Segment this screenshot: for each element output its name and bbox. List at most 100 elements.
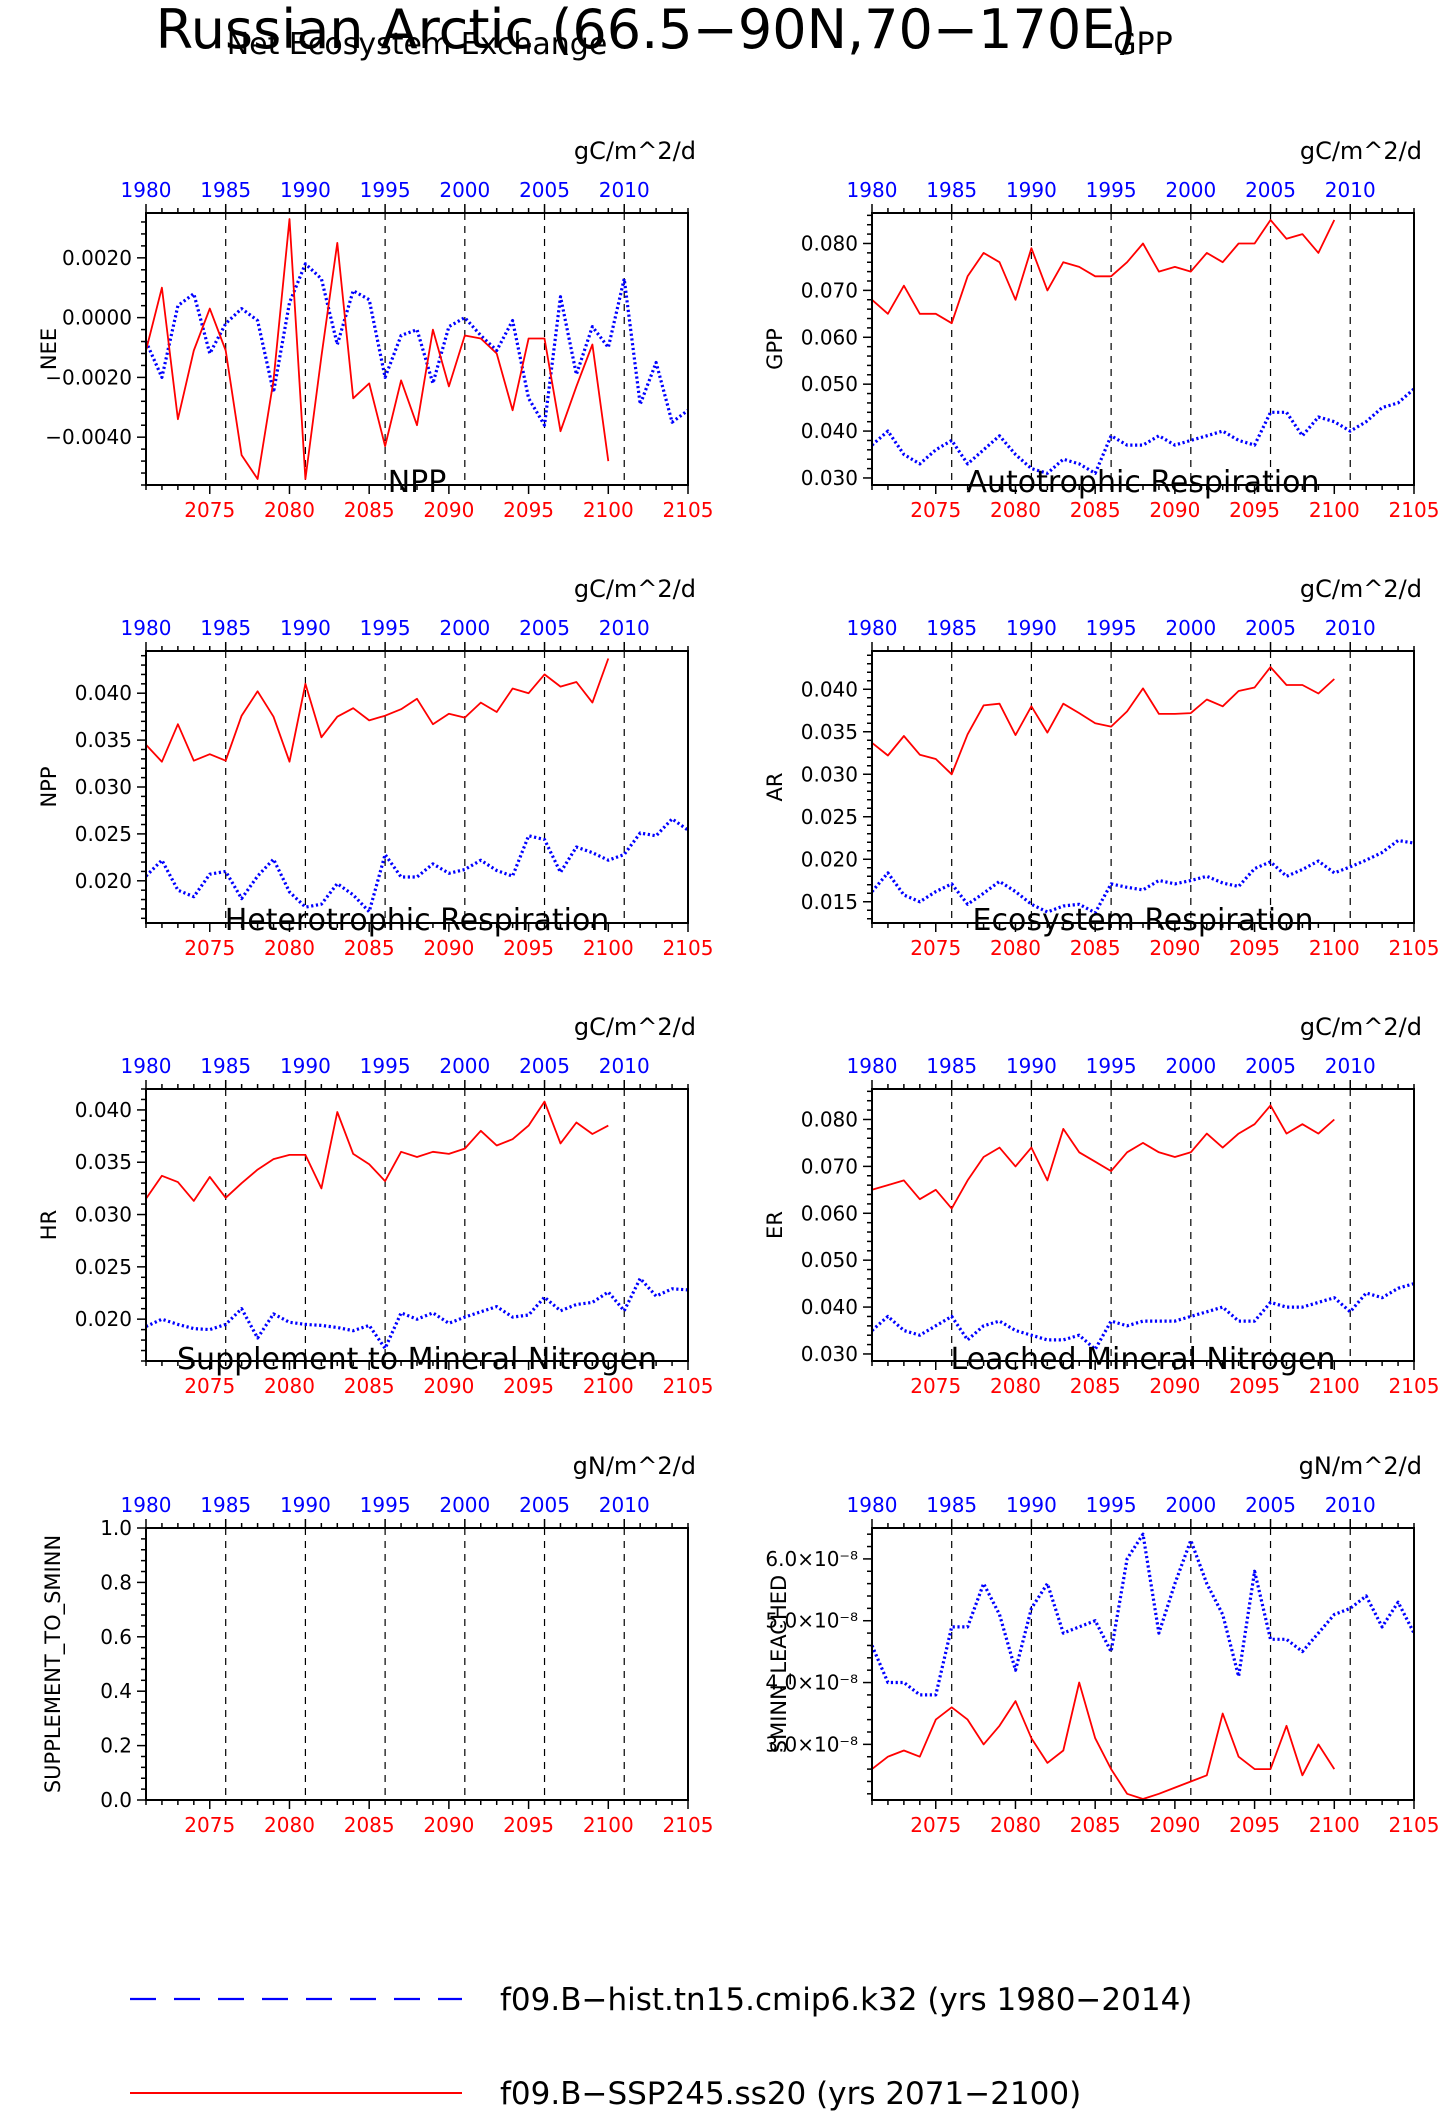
bottom-tick-label: 2075 <box>910 1374 961 1398</box>
legend-hist-label: f09.B−hist.tn15.cmip6.k32 (yrs 1980−2014… <box>500 1982 1192 2018</box>
y-axis-label: AR <box>763 773 787 802</box>
chart-panels: Net Ecosystem Exchange gC/m^2/d 1980 1985 19… <box>37 27 1439 1837</box>
series-line-hist <box>145 1276 689 1351</box>
y-tick-label: 0.070 <box>801 1154 858 1178</box>
y-axis-label: SMINN_LEACHED <box>767 1575 792 1753</box>
y-tick-label: 5.0×10⁻⁸ <box>765 1609 858 1633</box>
legend-ssp-label: f09.B−SSP245.ss20 (yrs 2071−2100) <box>500 2076 1081 2112</box>
panel-title: Leached Mineral Nitrogen <box>951 1342 1336 1377</box>
top-tick-label: 2005 <box>1245 616 1296 640</box>
units-label: gC/m^2/d <box>574 575 696 603</box>
top-tick-label: 1990 <box>1006 1493 1057 1517</box>
plot-frame <box>145 1527 689 1801</box>
y-tick-label: 0.0020 <box>62 246 132 270</box>
top-tick-label: 1995 <box>1086 1493 1137 1517</box>
bottom-tick-label: 2090 <box>423 498 474 522</box>
units-label: gN/m^2/d <box>1299 1452 1422 1480</box>
top-tick-label: 1995 <box>1086 616 1137 640</box>
y-tick-label: −0.0020 <box>45 365 132 389</box>
plot-frame <box>871 1088 1415 1362</box>
page-title: Russian Arctic (66.5−90N,70−170E) <box>156 0 1137 61</box>
top-tick-label: 2010 <box>599 1493 650 1517</box>
panel-title: Autotrophic Respiration <box>966 465 1319 500</box>
bottom-tick-label: 2095 <box>1229 936 1280 960</box>
top-tick-label: 2000 <box>439 1054 490 1078</box>
top-tick-label: 1995 <box>360 1493 411 1517</box>
bottom-tick-label: 2095 <box>503 936 554 960</box>
top-tick-label: 1990 <box>280 178 331 202</box>
bottom-tick-label: 2105 <box>1389 1813 1440 1837</box>
series-line-ssp245 <box>871 1681 1336 1800</box>
panel-ecosystem-respiration: Ecosystem Respiration gC/m^2/d 1980 1985 199… <box>763 903 1439 1398</box>
series-line-ssp245 <box>871 666 1335 776</box>
bottom-tick-label: 2085 <box>1070 936 1121 960</box>
y-tick-label: 0.030 <box>801 762 858 786</box>
y-axis-label: ER <box>763 1211 787 1239</box>
top-tick-label: 1985 <box>926 1493 977 1517</box>
bottom-tick-label: 2105 <box>1389 936 1440 960</box>
y-tick-label: 0.035 <box>75 1150 132 1174</box>
bottom-tick-label: 2100 <box>583 498 634 522</box>
top-tick-label: 1980 <box>121 178 172 202</box>
y-axis-label: GPP <box>763 328 787 370</box>
top-tick-label: 1990 <box>280 1054 331 1078</box>
bottom-tick-label: 2100 <box>1309 936 1360 960</box>
bottom-tick-label: 2105 <box>663 498 714 522</box>
y-tick-label: 0.060 <box>801 1201 858 1225</box>
top-tick-label: 2010 <box>599 616 650 640</box>
top-tick-label: 2010 <box>599 178 650 202</box>
panel-title: GPP <box>1113 27 1172 62</box>
y-axis-label: HR <box>37 1210 61 1240</box>
bottom-tick-label: 2095 <box>503 1374 554 1398</box>
y-tick-label: 0.8 <box>100 1570 132 1594</box>
y-tick-label: 0.035 <box>75 728 132 752</box>
bottom-tick-label: 2075 <box>910 1813 961 1837</box>
plot-frame <box>145 212 689 486</box>
series-line-hist <box>144 817 689 914</box>
bottom-tick-label: 2105 <box>663 1374 714 1398</box>
top-tick-label: 2005 <box>519 178 570 202</box>
bottom-tick-label: 2075 <box>184 498 235 522</box>
plot-frame <box>871 1527 1415 1801</box>
y-tick-label: −0.0040 <box>45 425 132 449</box>
y-tick-label: 0.0 <box>100 1788 132 1812</box>
top-tick-label: 1985 <box>200 616 251 640</box>
top-tick-label: 1985 <box>926 178 977 202</box>
y-tick-label: 3.0×10⁻⁸ <box>765 1732 858 1756</box>
y-tick-label: 0.030 <box>75 1203 132 1227</box>
top-tick-label: 2005 <box>519 616 570 640</box>
units-label: gC/m^2/d <box>1300 1013 1422 1041</box>
bottom-tick-label: 2100 <box>1309 498 1360 522</box>
bottom-tick-label: 2100 <box>1309 1374 1360 1398</box>
bottom-tick-label: 2080 <box>264 1374 315 1398</box>
top-tick-label: 1980 <box>847 178 898 202</box>
y-tick-label: 0.040 <box>801 677 858 701</box>
top-tick-label: 1995 <box>360 1054 411 1078</box>
units-label: gC/m^2/d <box>1300 137 1422 165</box>
y-axis-label: NPP <box>37 766 61 807</box>
bottom-tick-label: 2085 <box>344 498 395 522</box>
bottom-tick-label: 2075 <box>910 936 961 960</box>
plot-frame <box>871 650 1415 924</box>
bottom-tick-label: 2095 <box>503 1813 554 1837</box>
panel-net-ecosystem-exchange: Net Ecosystem Exchange gC/m^2/d 1980 1985 19… <box>37 27 713 522</box>
series-line-ssp245 <box>871 219 1336 325</box>
top-tick-label: 2000 <box>1165 178 1216 202</box>
series-line-ssp245 <box>871 1104 1335 1210</box>
y-tick-label: 0.040 <box>801 1295 858 1319</box>
series-line-hist <box>870 1532 1416 1697</box>
top-tick-label: 1990 <box>1006 616 1057 640</box>
bottom-tick-label: 2100 <box>583 1374 634 1398</box>
y-tick-label: 4.0×10⁻⁸ <box>765 1671 858 1695</box>
bottom-tick-label: 2080 <box>264 498 315 522</box>
y-tick-label: 0.040 <box>75 1098 132 1122</box>
legend: f09.B−hist.tn15.cmip6.k32 (yrs 1980−2014… <box>130 1982 1192 2112</box>
bottom-tick-label: 2095 <box>503 498 554 522</box>
panel-title: Net Ecosystem Exchange <box>227 27 608 62</box>
bottom-tick-label: 2095 <box>1229 1813 1280 1837</box>
bottom-tick-label: 2080 <box>990 1374 1041 1398</box>
panel-supplement-to-mineral-nitrogen: Supplement to Mineral Nitrogen gN/m^2/d 19… <box>41 1342 713 1837</box>
top-tick-label: 1985 <box>200 1054 251 1078</box>
top-tick-label: 1985 <box>200 178 251 202</box>
